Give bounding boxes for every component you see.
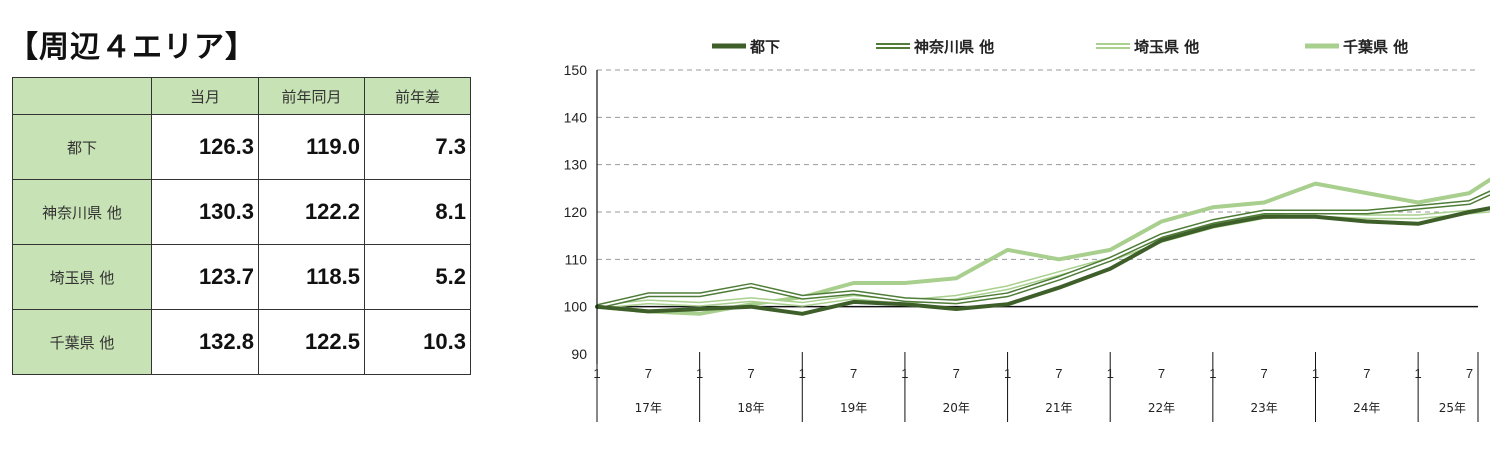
legend: 都下 神奈川県 他 埼玉県 他 千葉県 他 <box>712 38 1408 56</box>
x-month-label: 1 <box>1312 366 1319 381</box>
column-header: 前年同月 <box>258 77 365 115</box>
cell-prev-year: 122.5 <box>258 309 365 375</box>
series-path <box>595 177 1490 316</box>
y-tick-label: 120 <box>564 204 588 220</box>
x-year-label: 19年 <box>840 401 867 415</box>
x-month-label: 1 <box>593 366 600 381</box>
y-tick-label: 150 <box>564 62 588 78</box>
legend-item: 埼玉県 他 <box>1096 38 1199 56</box>
row-label: 千葉県 他 <box>12 309 152 375</box>
cell-diff: 5.2 <box>364 244 471 310</box>
cell-current: 130.3 <box>151 179 259 245</box>
table-header-row: 当月 前年同月 前年差 <box>12 77 471 115</box>
legend-item: 千葉県 他 <box>1305 38 1408 56</box>
x-month-label: 7 <box>645 366 652 381</box>
y-tick-label: 90 <box>571 346 587 362</box>
column-header: 当月 <box>151 77 259 115</box>
table-row: 都下 126.3 119.0 7.3 <box>12 114 471 180</box>
legend-item: 都下 <box>712 38 780 56</box>
legend-item: 神奈川県 他 <box>876 38 994 56</box>
x-month-label: 1 <box>1107 366 1114 381</box>
x-month-label: 7 <box>1261 366 1268 381</box>
y-tick-label: 110 <box>565 251 588 267</box>
x-year-label: 20年 <box>943 401 970 415</box>
x-month-label: 1 <box>1004 366 1011 381</box>
x-month-label: 1 <box>1415 366 1422 381</box>
line-chart: 90 100 110 120 130 140 150 1 7 17年 1 7 18年 1 7 19年 1 7 20年… <box>564 38 1490 422</box>
cell-prev-year: 122.2 <box>258 179 365 245</box>
cell-diff: 8.1 <box>364 179 471 245</box>
series-path-outer <box>596 190 1490 310</box>
cell-prev-year: 118.5 <box>258 244 365 310</box>
x-year-label: 22年 <box>1148 401 1175 415</box>
legend-label: 千葉県 他 <box>1343 38 1408 56</box>
table-row: 神奈川県 他 130.3 122.2 8.1 <box>12 179 471 245</box>
cell-current: 132.8 <box>151 309 259 375</box>
row-label: 神奈川県 他 <box>12 179 152 245</box>
y-tick-label: 100 <box>564 299 588 315</box>
page-title: 【周辺４エリア】 <box>8 30 256 65</box>
series-line <box>595 177 1490 316</box>
legend-label: 都下 <box>749 38 780 56</box>
x-month-label: 1 <box>696 366 703 381</box>
summary-table: 当月 前年同月 前年差 都下 126.3 119.0 7.3 神奈川県 他 13… <box>12 77 471 375</box>
x-month-label: 7 <box>1055 366 1062 381</box>
x-month-label: 7 <box>1363 366 1370 381</box>
series-line <box>595 206 1490 316</box>
x-year-label: 23年 <box>1251 401 1278 415</box>
x-month-label: 7 <box>1466 366 1473 381</box>
table-row: 千葉県 他 132.8 122.5 10.3 <box>12 309 471 375</box>
cell-current: 123.7 <box>151 244 259 310</box>
legend-label: 埼玉県 他 <box>1134 38 1199 56</box>
cell-prev-year: 119.0 <box>258 114 365 180</box>
x-month-label: 7 <box>747 366 754 381</box>
x-year-label: 17年 <box>635 401 662 415</box>
series-line <box>596 190 1490 310</box>
y-tick-label: 140 <box>564 109 588 125</box>
cell-current: 126.3 <box>151 114 259 180</box>
table-row: 埼玉県 他 123.7 118.5 5.2 <box>12 244 471 310</box>
cell-diff: 10.3 <box>364 309 471 375</box>
legend-label: 神奈川県 他 <box>914 38 994 56</box>
y-tick-label: 130 <box>564 157 588 173</box>
series-path-inner <box>596 191 1490 308</box>
table-corner-cell <box>12 77 152 115</box>
row-label: 埼玉県 他 <box>12 244 152 310</box>
x-month-label: 7 <box>850 366 857 381</box>
x-month-label: 1 <box>901 366 908 381</box>
x-month-label: 1 <box>799 366 806 381</box>
x-year-label: 24年 <box>1353 401 1380 415</box>
x-year-label: 25年 <box>1439 401 1466 415</box>
series-path <box>595 206 1490 316</box>
axis-layer: 90 100 110 120 130 140 150 1 7 17年 1 7 18年 1 7 19年 1 7 20年… <box>564 62 1479 422</box>
x-year-label: 21年 <box>1045 401 1072 415</box>
column-header: 前年差 <box>364 77 471 115</box>
x-month-label: 7 <box>1158 366 1165 381</box>
series-layer <box>595 177 1490 316</box>
row-label: 都下 <box>12 114 152 180</box>
x-month-label: 1 <box>1209 366 1216 381</box>
x-year-label: 18年 <box>737 401 764 415</box>
cell-diff: 7.3 <box>364 114 471 180</box>
x-month-label: 7 <box>953 366 960 381</box>
